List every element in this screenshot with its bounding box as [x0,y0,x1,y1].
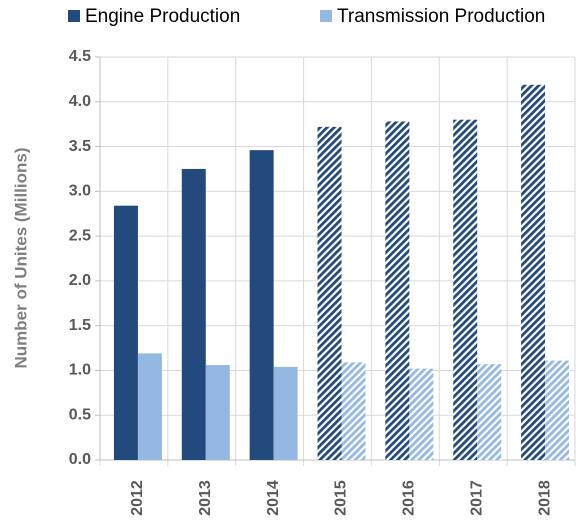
x-tick-label: 2012 [129,480,146,516]
y-tick-label: 4.5 [69,48,91,65]
legend-swatch [68,10,80,22]
y-tick-label: 3.5 [69,138,91,155]
x-tick-label: 2018 [536,480,553,516]
bar [249,150,274,461]
bar [545,360,570,460]
y-tick-label: 2.0 [69,272,91,289]
legend-label: Engine Production [85,6,240,27]
x-tick-label: 2013 [197,480,214,516]
x-tick-label: 2015 [333,480,350,516]
x-tick-label: 2014 [265,480,282,516]
y-tick-label: 1.0 [69,362,91,379]
bar [341,362,366,460]
y-tick-label: 1.5 [69,317,91,334]
bar [205,365,230,460]
y-tick-label: 4.0 [69,93,91,110]
bar [137,353,162,460]
bar [385,121,410,460]
bar [113,205,138,460]
bar [453,119,478,460]
x-tick-label: 2016 [401,480,418,516]
bar [521,84,546,461]
x-tick-label: 2017 [468,480,485,516]
legend-label: Transmission Production [337,6,545,27]
y-tick-label: 0.5 [69,406,91,423]
legend-swatch [320,10,332,22]
y-tick-label: 0.0 [69,451,91,468]
y-axis-title: Number of Unites (Millions) [11,148,30,369]
bar [181,168,206,460]
bar [273,366,298,460]
y-tick-label: 2.5 [69,227,91,244]
bar [477,364,502,460]
y-tick-label: 3.0 [69,183,91,200]
bar [409,368,434,460]
bar [317,126,342,460]
